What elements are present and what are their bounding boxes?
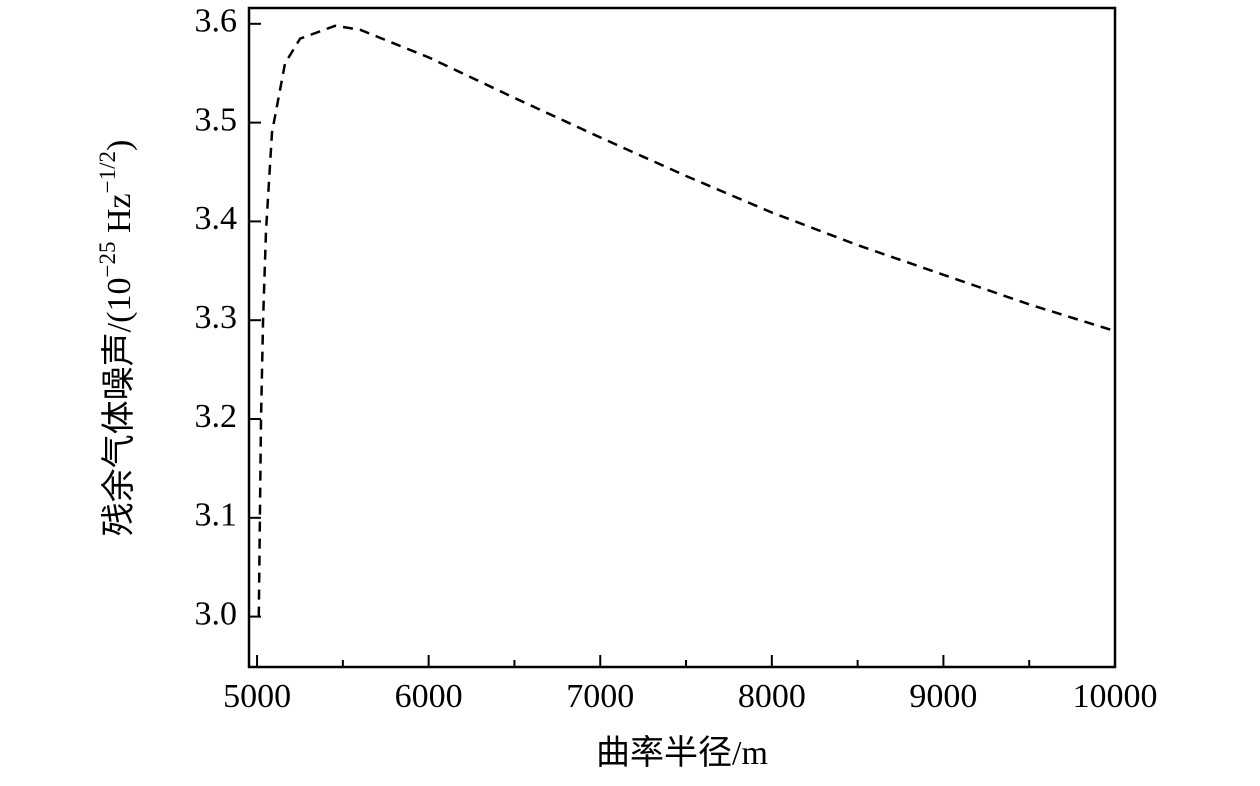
y-tick-label: 3.5 bbox=[195, 101, 238, 138]
x-tick-label: 10000 bbox=[1073, 678, 1158, 715]
x-tick-label: 9000 bbox=[909, 678, 977, 715]
y-label-text: Hz bbox=[101, 193, 138, 241]
y-tick-label: 3.2 bbox=[195, 398, 238, 435]
y-tick-label: 3.4 bbox=[195, 200, 238, 237]
x-tick-label: 7000 bbox=[566, 678, 634, 715]
y-label-text: 残余气体噪声/(10 bbox=[100, 278, 138, 537]
x-tick-label: 5000 bbox=[223, 678, 291, 715]
y-label-sup: −1/2 bbox=[95, 151, 120, 193]
y-tick-label: 3.3 bbox=[195, 299, 238, 336]
data-line bbox=[257, 24, 1116, 617]
y-label-sup: −25 bbox=[95, 242, 120, 278]
y-tick-label: 3.0 bbox=[195, 595, 238, 632]
y-tick-label: 3.6 bbox=[195, 3, 238, 40]
x-axis-label: 曲率半径/m bbox=[596, 734, 768, 772]
y-label-text: ) bbox=[101, 140, 138, 151]
plot-frame bbox=[247, 6, 1117, 669]
x-tick-label: 6000 bbox=[395, 678, 463, 715]
y-tick-label: 3.1 bbox=[195, 497, 238, 534]
y-axis-label: 残余气体噪声/(10−25 Hz−1/2) bbox=[95, 140, 138, 537]
x-tick-label: 8000 bbox=[738, 678, 806, 715]
